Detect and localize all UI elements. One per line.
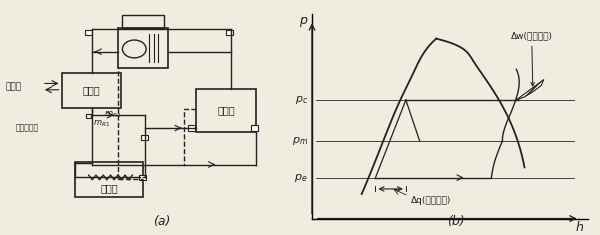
Bar bbox=[118, 28, 168, 68]
Text: $m_{R2}$: $m_{R2}$ bbox=[104, 109, 122, 120]
Text: 干燥过滤器: 干燥过滤器 bbox=[16, 124, 38, 133]
Text: 冷却水: 冷却水 bbox=[6, 82, 22, 91]
Bar bbox=[251, 125, 258, 131]
Text: $m_{R1}$: $m_{R1}$ bbox=[94, 118, 111, 129]
Text: $p_e$: $p_e$ bbox=[295, 172, 308, 184]
Bar bbox=[122, 15, 164, 28]
Text: Δw(功耗减少): Δw(功耗减少) bbox=[511, 32, 553, 86]
Text: 冷凝器: 冷凝器 bbox=[83, 86, 101, 95]
Text: 节能器: 节能器 bbox=[100, 183, 118, 193]
Bar bbox=[142, 135, 148, 140]
Bar bbox=[85, 30, 92, 35]
Bar bbox=[196, 89, 256, 132]
Text: $h$: $h$ bbox=[575, 220, 584, 234]
Bar bbox=[188, 125, 195, 131]
Bar bbox=[226, 30, 233, 35]
Text: $p_m$: $p_m$ bbox=[292, 135, 308, 147]
Text: 蒸发器: 蒸发器 bbox=[217, 106, 235, 115]
Text: $p$: $p$ bbox=[299, 15, 308, 29]
Text: Δq(冷量增加): Δq(冷量增加) bbox=[412, 196, 452, 205]
Bar bbox=[139, 175, 146, 180]
Text: (b): (b) bbox=[447, 215, 465, 228]
Bar bbox=[74, 162, 143, 197]
Bar bbox=[62, 73, 121, 108]
Text: $p_c$: $p_c$ bbox=[295, 94, 308, 106]
Bar bbox=[86, 114, 91, 118]
Text: (a): (a) bbox=[154, 215, 170, 228]
